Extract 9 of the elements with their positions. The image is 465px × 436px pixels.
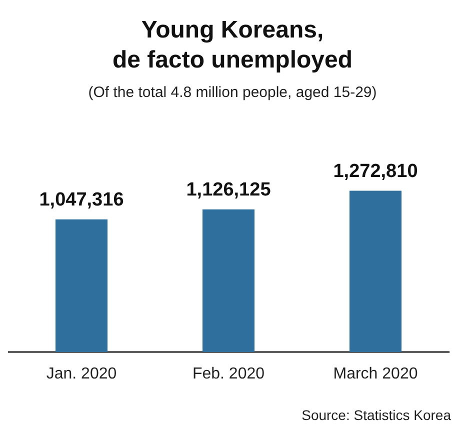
data-label: 1,047,316	[39, 189, 124, 210]
data-label: 1,272,810	[333, 160, 418, 182]
chart-subtitle: (Of the total 4.8 million people, aged 15-29)	[88, 84, 377, 101]
x-tick-label: Jan. 2020	[46, 366, 117, 382]
chart-title: Young Koreans, de facto unemployed	[112, 16, 353, 74]
x-tick-label: Feb. 2020	[192, 366, 265, 382]
data-label: 1,126,125	[186, 179, 272, 200]
source-note: Source: Statistics Korea	[302, 407, 452, 423]
x-tick-label: March 2020	[333, 366, 418, 382]
